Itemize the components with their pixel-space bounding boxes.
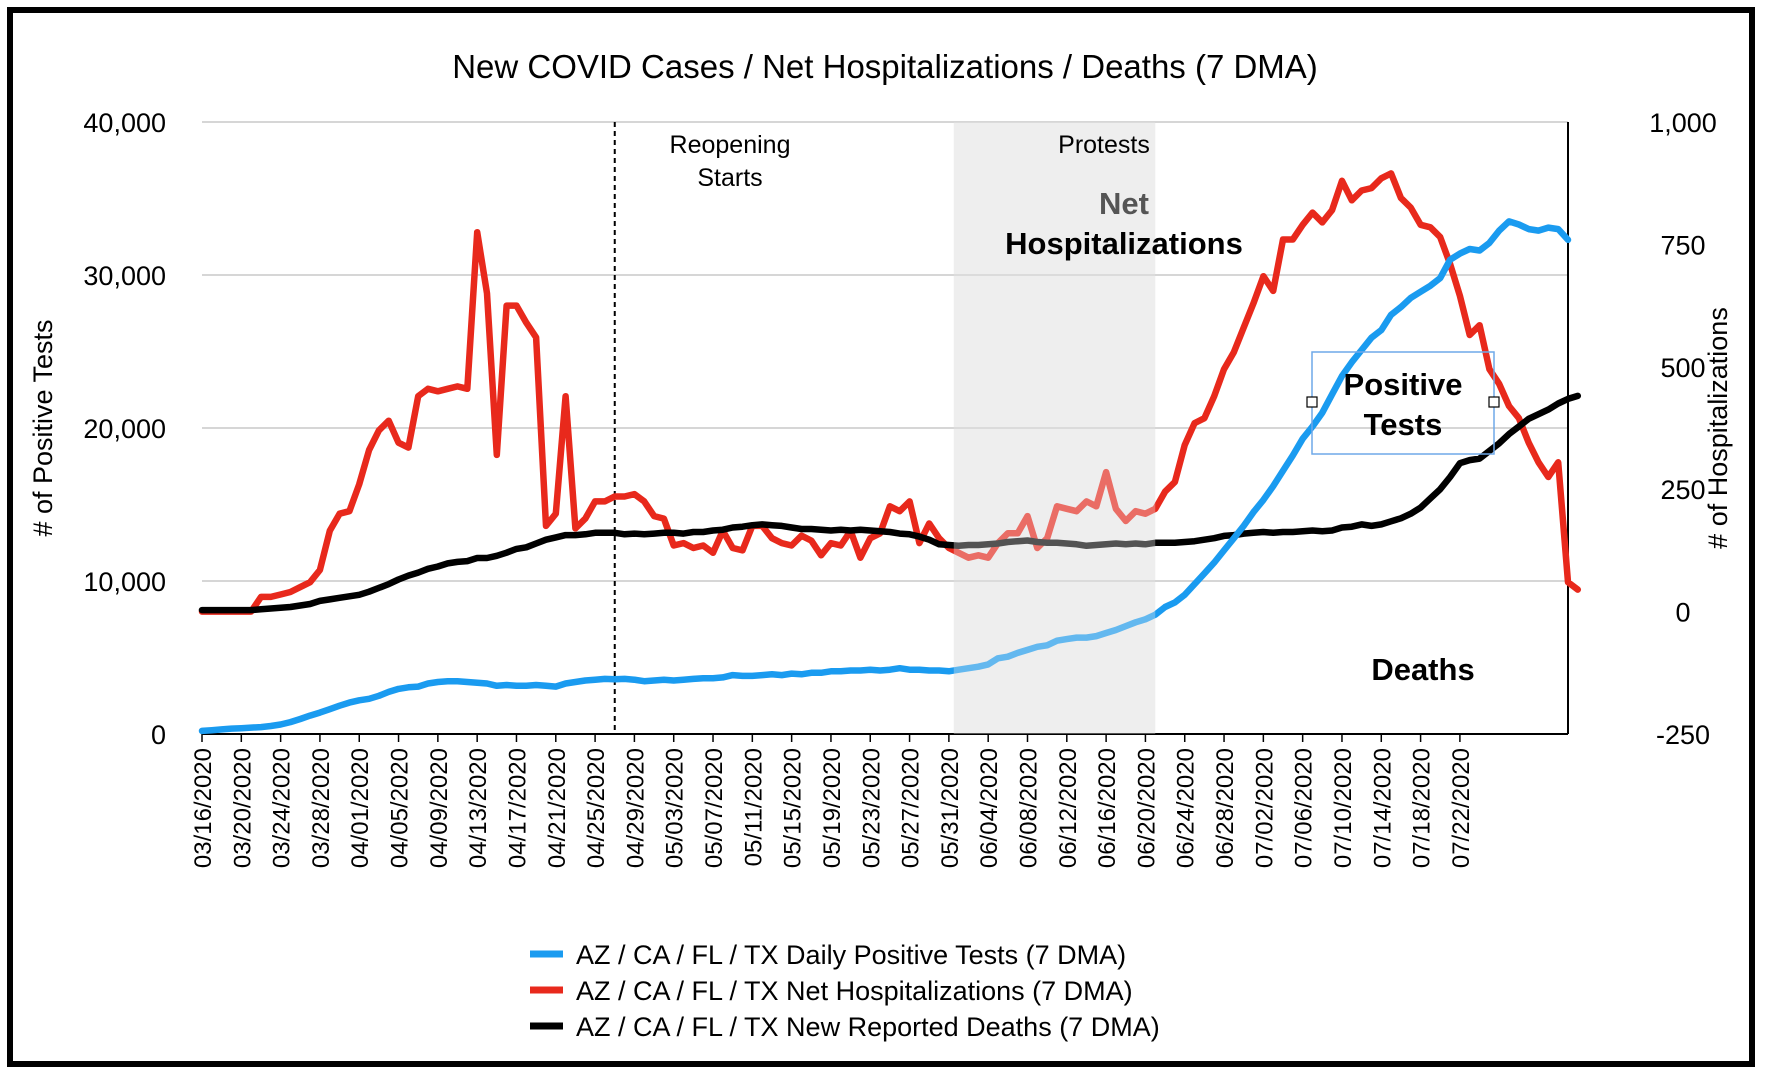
x-tick-label: 05/31/2020 bbox=[937, 748, 964, 868]
y-tick-right: 0 bbox=[1675, 598, 1690, 628]
legend-label-2: AZ / CA / FL / TX New Reported Deaths (7… bbox=[576, 1012, 1160, 1042]
x-tick-label: 03/20/2020 bbox=[229, 748, 256, 868]
x-tick-label: 07/14/2020 bbox=[1369, 748, 1396, 868]
y-tick-right: 500 bbox=[1660, 353, 1705, 383]
x-tick-label: 04/25/2020 bbox=[583, 748, 610, 868]
annotation-protests: Protests bbox=[1058, 131, 1150, 159]
x-tick-label: 06/28/2020 bbox=[1212, 748, 1239, 868]
x-tick-label: 07/18/2020 bbox=[1409, 748, 1436, 868]
y-tick-right: 1,000 bbox=[1649, 108, 1717, 138]
x-tick-label: 07/10/2020 bbox=[1330, 748, 1357, 868]
legend-label-0: AZ / CA / FL / TX Daily Positive Tests (… bbox=[576, 940, 1126, 970]
x-tick-label: 04/01/2020 bbox=[347, 748, 374, 868]
x-tick-label: 07/22/2020 bbox=[1448, 748, 1475, 868]
x-tick-label: 04/05/2020 bbox=[387, 748, 414, 868]
chart-title: New COVID Cases / Net Hospitalizations /… bbox=[452, 48, 1318, 85]
x-tick-label: 03/24/2020 bbox=[269, 748, 296, 868]
y-tick-left: 20,000 bbox=[83, 414, 166, 444]
x-tick-label: 04/17/2020 bbox=[504, 748, 531, 868]
x-tick-label: 04/21/2020 bbox=[544, 748, 571, 868]
series-line-1 bbox=[198, 170, 1582, 615]
x-tick-label: 05/27/2020 bbox=[898, 748, 925, 868]
annotation-positive: Tests bbox=[1364, 407, 1443, 442]
series-line-2 bbox=[198, 392, 1582, 614]
x-tick-label: 05/19/2020 bbox=[819, 748, 846, 868]
legend-label-1: AZ / CA / FL / TX Net Hospitalizations (… bbox=[576, 976, 1133, 1006]
x-tick-label: 07/06/2020 bbox=[1291, 748, 1318, 868]
y-tick-left: 0 bbox=[151, 720, 166, 750]
x-tick-label: 06/16/2020 bbox=[1094, 748, 1121, 868]
protest-overlay bbox=[953, 122, 1156, 734]
x-tick-label: 05/03/2020 bbox=[662, 748, 689, 868]
annotation-reopening: Starts bbox=[697, 164, 762, 192]
y-axis-label-right: # of Hospitalizations bbox=[1703, 307, 1733, 549]
x-tick-label: 03/28/2020 bbox=[308, 748, 335, 868]
x-tick-label: 05/07/2020 bbox=[701, 748, 728, 868]
y-tick-right: 750 bbox=[1660, 230, 1705, 260]
x-tick-label: 05/15/2020 bbox=[780, 748, 807, 868]
x-tick-label: 03/16/2020 bbox=[190, 748, 217, 868]
annotation-reopening: Reopening bbox=[670, 131, 791, 159]
x-tick-label: 06/20/2020 bbox=[1133, 748, 1160, 868]
x-tick-label: 05/23/2020 bbox=[858, 748, 885, 868]
annotation-net-hosp: Net bbox=[1099, 186, 1149, 221]
x-tick-label: 04/09/2020 bbox=[426, 748, 453, 868]
annotation-deaths: Deaths bbox=[1371, 652, 1474, 687]
series-line-0 bbox=[198, 218, 1572, 735]
x-tick-label: 04/29/2020 bbox=[622, 748, 649, 868]
x-tick-label: 06/24/2020 bbox=[1173, 748, 1200, 868]
x-tick-label: 06/04/2020 bbox=[976, 748, 1003, 868]
y-tick-right: 250 bbox=[1660, 475, 1705, 505]
annotation-net-hosp: Hospitalizations bbox=[1005, 226, 1243, 261]
y-axis-label-left: # of Positive Tests bbox=[28, 319, 58, 536]
x-tick-label: 04/13/2020 bbox=[465, 748, 492, 868]
x-tick-label: 07/02/2020 bbox=[1251, 748, 1278, 868]
x-tick-label: 06/08/2020 bbox=[1015, 748, 1042, 868]
y-tick-left: 10,000 bbox=[83, 567, 166, 597]
box-handle bbox=[1488, 396, 1500, 408]
y-tick-right: -250 bbox=[1656, 720, 1710, 750]
box-handle bbox=[1306, 396, 1318, 408]
y-tick-left: 30,000 bbox=[83, 261, 166, 291]
x-tick-label: 06/12/2020 bbox=[1055, 748, 1082, 868]
y-tick-left: 40,000 bbox=[83, 108, 166, 138]
annotation-positive: Positive bbox=[1344, 367, 1463, 402]
chart-frame bbox=[7, 7, 1755, 1067]
x-tick-label: 05/11/2020 bbox=[740, 748, 767, 866]
